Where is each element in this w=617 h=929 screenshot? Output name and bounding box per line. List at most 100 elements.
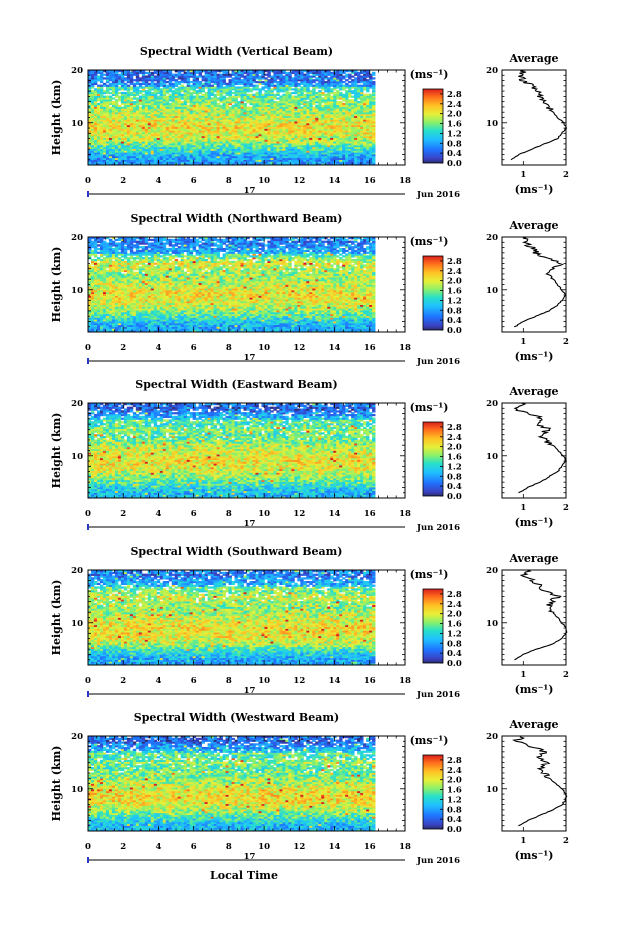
colorbar-tick-label: 0.0 [447,825,462,835]
y-tick-label: 20 [71,233,83,243]
panel-3: Spectral Width (Eastward Beam)0 2 4 6 8 10 12 1… [50,378,569,533]
colorbar-tick-label: 2.8 [447,90,462,100]
colorbar-tick-label: 2.4 [447,600,462,610]
x-tick-label: 4 [155,676,161,686]
panel-title: Spectral Width (Northward Beam) [131,212,343,225]
x-tick-label: 10 [258,509,270,519]
profile-title: Average [508,219,558,232]
colorbar-tick-label: 2.4 [447,100,462,110]
colorbar-unit: (ms⁻¹) [410,568,449,581]
heatmap-cells [88,237,375,332]
x-tick-label: 8 [226,176,232,186]
profile-x-tick-label: 2 [563,503,569,513]
profile-xlabel: (ms⁻¹) [515,516,554,529]
panel-title: Spectral Width (Eastward Beam) [135,378,337,391]
colorbar-tick-label: 0.8 [447,472,462,482]
colorbar-tick-label: 2.4 [447,267,462,277]
profile-y-tick-label: 10 [486,286,498,296]
colorbar-tick-label: 0.4 [447,316,462,326]
y-tick-label: 20 [71,66,83,76]
x-tick-label: 10 [258,676,270,686]
x-tick-label: 12 [293,509,305,519]
colorbar-tick-label: 2.8 [447,257,462,267]
profile-line [511,70,567,160]
profile-xlabel: (ms⁻¹) [515,849,554,862]
panel-5: Spectral Width (Westward Beam)0 2 4 6 8 10 12 1… [50,711,569,866]
colorbar-tick-label: 0.0 [447,492,462,502]
y-tick-label: 10 [71,119,83,129]
colorbar-tick-label: 0.0 [447,159,462,169]
x-tick-label: 2 [120,509,126,519]
x-tick-label: 0 [85,676,91,686]
y-axis-label: Height (km) [50,746,63,822]
colorbar-tick-label: 1.6 [447,786,462,796]
profile-y-tick-label: 10 [486,785,498,795]
y-tick-label: 20 [71,566,83,576]
x-tick-label: 12 [293,176,305,186]
panel-2: Spectral Width (Northward Beam)0 2 4 6 8 10 12… [50,212,569,367]
x-tick-label: 8 [226,343,232,353]
colorbar-tick-label: 0.4 [447,815,462,825]
colorbar [423,89,443,163]
x-tick-label: 16 [364,842,376,852]
profile-x-tick-label: 2 [563,170,569,180]
x-tick-label: 4 [155,842,161,852]
x-tick-label: 6 [191,676,197,686]
profile-x-tick-label: 1 [520,337,526,347]
y-tick-label: 10 [71,619,83,629]
day-label: 17 [244,353,256,363]
colorbar-tick-label: 0.8 [447,639,462,649]
profile-line [514,570,566,660]
profile-y-tick-label: 10 [486,119,498,129]
profile-x-tick-label: 2 [563,836,569,846]
x-tick-label: 12 [293,676,305,686]
y-axis-label: Height (km) [50,80,63,156]
heatmap-cells [88,403,375,498]
colorbar-tick-label: 2.8 [447,756,462,766]
profile-title: Average [508,52,558,65]
date-month-year: Jun 2016 [416,690,460,700]
x-tick-label: 12 [293,343,305,353]
profile-title: Average [508,718,558,731]
colorbar-tick-label: 0.0 [447,659,462,669]
x-tick-label: 0 [85,842,91,852]
colorbar [423,422,443,496]
colorbar-tick-label: 1.2 [447,462,462,472]
profile-xlabel: (ms⁻¹) [515,683,554,696]
colorbar-tick-label: 2.0 [447,110,462,120]
colorbar-tick-label: 0.8 [447,306,462,316]
colorbar-tick-label: 2.8 [447,423,462,433]
x-tick-label: 2 [120,176,126,186]
x-tick-label: 14 [329,676,341,686]
colorbar-unit: (ms⁻¹) [410,734,449,747]
heatmap-cells [88,70,375,165]
profile-line [515,403,566,493]
colorbar-unit: (ms⁻¹) [410,235,449,248]
colorbar-tick-label: 0.8 [447,805,462,815]
y-tick-label: 20 [71,732,83,742]
profile-title: Average [508,385,558,398]
y-axis-label: Height (km) [50,413,63,489]
profile-y-tick-label: 20 [486,66,498,76]
x-tick-label: 2 [120,676,126,686]
x-tick-label: 4 [155,176,161,186]
x-tick-label: 8 [226,676,232,686]
profile-xlabel: (ms⁻¹) [515,350,554,363]
profile-x-tick-label: 1 [520,503,526,513]
x-tick-label: 8 [226,509,232,519]
profile-y-tick-label: 10 [486,619,498,629]
colorbar-tick-label: 1.6 [447,287,462,297]
colorbar [423,755,443,829]
profile-y-tick-label: 10 [486,452,498,462]
y-axis-label: Height (km) [50,580,63,656]
colorbar-tick-label: 0.8 [447,139,462,149]
colorbar-tick-label: 1.6 [447,453,462,463]
profile-title: Average [508,552,558,565]
x-tick-label: 6 [191,842,197,852]
x-tick-label: 18 [399,343,411,353]
x-tick-label: 6 [191,343,197,353]
colorbar-tick-label: 2.0 [447,277,462,287]
heatmap-cells [88,736,375,831]
x-tick-label: 14 [329,176,341,186]
